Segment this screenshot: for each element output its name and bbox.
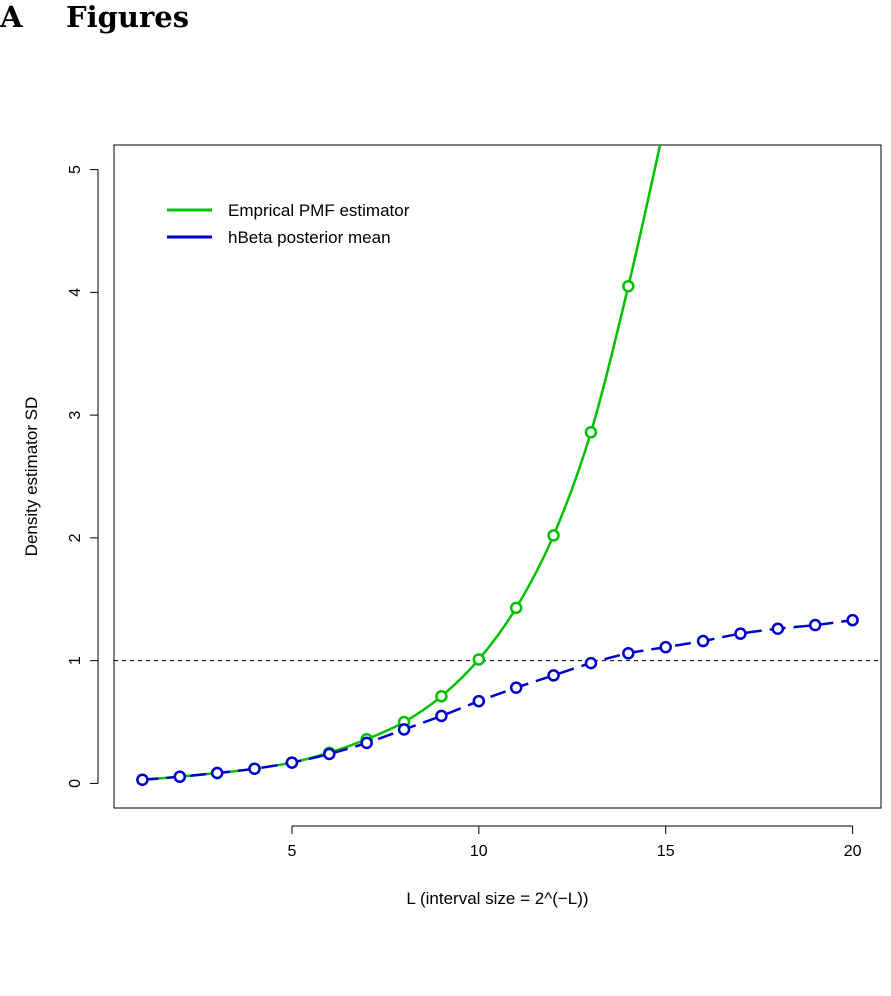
data-point — [696, 634, 710, 648]
x-tick-label: 15 — [657, 843, 675, 860]
section-heading: A Figures — [0, 0, 189, 34]
y-tick-label: 0 — [67, 779, 84, 788]
legend-label: hBeta posterior mean — [228, 228, 391, 247]
data-point — [210, 766, 224, 780]
data-point — [360, 736, 373, 750]
data-point — [547, 529, 560, 542]
y-tick-label: 1 — [67, 656, 84, 665]
data-point — [622, 279, 635, 293]
data-point — [397, 723, 411, 736]
data-point — [659, 640, 672, 654]
legend-label: Emprical PMF estimator — [228, 201, 410, 220]
data-point — [584, 656, 598, 670]
data-point — [846, 613, 859, 627]
data-point — [808, 618, 822, 632]
data-point — [285, 756, 299, 769]
data-point — [734, 627, 747, 640]
x-tick-label: 5 — [287, 843, 296, 860]
data-point — [472, 653, 486, 666]
series-1 — [136, 145, 662, 787]
data-point — [173, 770, 187, 783]
data-point — [622, 647, 635, 660]
data-point — [472, 694, 486, 708]
series-line — [142, 618, 853, 782]
data-point — [435, 709, 448, 723]
section-number: A — [0, 0, 23, 34]
data-point — [248, 762, 261, 775]
y-axis-label: Density estimator SD — [22, 397, 41, 557]
data-point — [435, 690, 448, 703]
data-point — [323, 747, 336, 761]
series-2 — [136, 613, 859, 787]
x-tick-label: 20 — [844, 843, 862, 860]
y-tick-label: 5 — [67, 165, 84, 174]
y-tick-label: 2 — [67, 533, 84, 542]
data-point — [771, 622, 785, 635]
x-tick-label: 10 — [470, 843, 488, 860]
x-axis-label: L (interval size = 2^(−L)) — [406, 889, 588, 908]
data-point — [547, 669, 560, 682]
plot-frame — [113, 144, 882, 809]
data-point — [509, 681, 523, 694]
data-point — [584, 426, 598, 439]
data-point — [136, 773, 149, 787]
legend: Emprical PMF estimator hBeta posterior me… — [167, 201, 410, 247]
y-tick-label: 3 — [67, 411, 84, 420]
section-title: Figures — [66, 0, 190, 34]
y-tick-label: 4 — [67, 288, 84, 297]
data-point — [509, 601, 523, 615]
series-line — [142, 145, 662, 782]
